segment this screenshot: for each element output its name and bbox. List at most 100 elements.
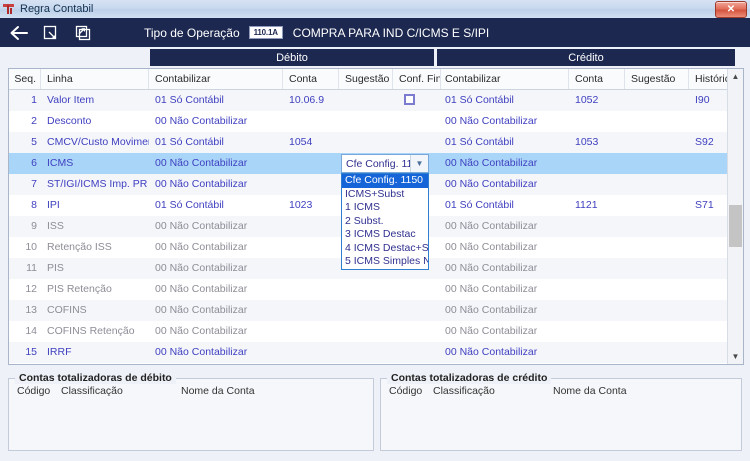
cell-seq: 1: [31, 94, 37, 106]
cell-debito-conta: 1023: [289, 199, 313, 211]
cell-linha: Retenção ISS: [47, 241, 112, 253]
cell-debito-conta: [285, 111, 339, 132]
cell-debito-conta: 1054: [289, 136, 313, 148]
dropdown-option[interactable]: 2 Subst.: [345, 214, 384, 227]
cell-seq: 16: [9, 363, 41, 364]
cell-credito-contabilizar: 00 Não Contabilizar: [445, 157, 538, 169]
cell-credito-sugestao: [627, 363, 689, 364]
table-row[interactable]: 15 IRRF 00 Não Contabilizar 00 Não Contabil…: [9, 342, 743, 363]
copy-icon[interactable]: [38, 22, 64, 44]
col-header-credito-sugestao[interactable]: Sugestão: [627, 69, 689, 89]
debit-col-nome-conta: Nome da Conta: [181, 385, 255, 397]
cell-credito-contabilizar: 00 Não Contabilizar: [445, 115, 538, 127]
cell-credito-conta: [571, 342, 625, 363]
table-row[interactable]: 14 COFINS Retenção 00 Não Contabilizar 00 N…: [9, 321, 743, 342]
operation-type-label: Tipo de Operação: [144, 25, 240, 40]
cell-debito-sugestao: [341, 342, 393, 363]
cell-seq: 7: [31, 178, 37, 190]
chevron-up-icon[interactable]: ▲: [731, 72, 740, 81]
dropdown-option[interactable]: 3 ICMS Destac: [345, 228, 416, 240]
table-row[interactable]: 13 COFINS 00 Não Contabilizar 00 Não Contab…: [9, 300, 743, 321]
cell-credito-conta: 1053: [575, 136, 599, 148]
table-row[interactable]: 2 Desconto 00 Não Contabilizar 00 Não Conta…: [9, 111, 743, 132]
cell-debito-sugestao: [341, 321, 393, 342]
dropdown-option[interactable]: 4 ICMS Destac+St: [345, 241, 428, 254]
col-header-debito-sugestao[interactable]: Sugestão: [341, 69, 393, 89]
cell-credito-contabilizar: 00 Não Contabilizar: [445, 241, 538, 253]
col-header-credito-contabilizar[interactable]: Contabilizar: [441, 69, 569, 89]
credit-totalizers-legend: Contas totalizadoras de crédito: [387, 372, 552, 384]
credit-col-codigo: Código: [389, 385, 423, 397]
cell-credito-conta: 1052: [575, 94, 599, 106]
grid-vertical-scrollbar[interactable]: ▲ ▼: [727, 69, 743, 364]
cell-debito-conta: [285, 342, 339, 363]
conf-fin-checkbox[interactable]: [404, 94, 415, 105]
dropdown-option[interactable]: 5 ICMS Simples Nacion: [345, 255, 428, 267]
cell-debito-conta: [285, 237, 339, 258]
cell-credito-sugestao: [627, 342, 689, 363]
dropdown-option[interactable]: ICMS+Subst: [345, 187, 405, 200]
cell-credito-sugestao: [627, 216, 689, 237]
cell-linha: COFINS Retenção: [47, 325, 135, 337]
cell-linha: ICMS: [47, 157, 74, 169]
cell-credito-contabilizar: 00 Não Contabilizar: [445, 283, 538, 295]
cell-debito-contabilizar: 00 Não Contabilizar: [155, 304, 248, 316]
cell-credito-contabilizar: 00 Não Contabilizar: [445, 304, 538, 316]
sugestao-dropdown-list[interactable]: Cfe Config. 1150 ICMS+Subst 1 ICMS 2 Subst.…: [341, 173, 429, 270]
band-credito: Crédito: [437, 49, 735, 66]
col-header-debito-contabilizar[interactable]: Contabilizar: [151, 69, 283, 89]
close-button[interactable]: ✕: [715, 1, 747, 18]
col-header-linha[interactable]: Linha: [43, 69, 149, 89]
cell-seq: 6: [31, 157, 37, 169]
table-row[interactable]: 1 Valor Item 01 Só Contábil 10.06.9 01 Só Co…: [9, 90, 743, 111]
col-header-credito-conta[interactable]: Conta: [571, 69, 625, 89]
title-bar: Regra Contabil ✕: [0, 0, 750, 19]
cell-linha: IPI: [47, 199, 60, 211]
col-header-debito-conta[interactable]: Conta: [285, 69, 339, 89]
back-arrow-icon[interactable]: [6, 22, 32, 44]
cell-credito-conta: [571, 111, 625, 132]
table-row[interactable]: 5 CMCV/Custo Movimento 01 Só Contábil 1054 0…: [9, 132, 743, 153]
cell-credito-conta: [571, 258, 625, 279]
cell-linha: COFINS: [47, 304, 87, 316]
cell-linha: CMCV/Custo Movimento: [47, 136, 149, 148]
debit-totalizers-legend: Contas totalizadoras de débito: [15, 372, 176, 384]
cell-seq: 11: [26, 262, 37, 274]
cell-debito-contabilizar: 00 Não Contabilizar: [155, 346, 248, 358]
table-row[interactable]: 6 ICMS 00 Não Contabilizar 00 Não Contabili…: [9, 153, 743, 270]
duplicate-icon[interactable]: [70, 22, 96, 44]
cell-debito-sugestao: [341, 111, 393, 132]
sugestao-combobox[interactable]: Cfe Config. 1150▼: [341, 154, 429, 173]
band-debito: Débito: [150, 49, 434, 66]
chevron-down-icon[interactable]: ▼: [410, 155, 428, 172]
col-header-seq[interactable]: Seq.: [9, 69, 41, 89]
cell-seq: 12: [25, 283, 37, 295]
col-header-conf-fin[interactable]: Conf. Fin: [395, 69, 441, 89]
debit-col-classificacao: Classificação: [61, 385, 123, 397]
cell-historico: I90: [695, 94, 710, 106]
cell-credito-sugestao: [627, 279, 689, 300]
cell-debito-contabilizar: 00 Não Contabilizar: [155, 262, 248, 274]
operation-code-field[interactable]: 110.1A: [248, 26, 283, 39]
cell-linha: ST/IGI/ICMS Imp. PR: [47, 178, 148, 190]
scrollbar-thumb[interactable]: [729, 205, 742, 247]
cell-seq: 13: [25, 304, 37, 316]
table-row[interactable]: 12 PIS Retenção 00 Não Contabilizar 00 Não …: [9, 279, 743, 300]
cell-credito-conta: [571, 237, 625, 258]
debit-col-codigo: Código: [17, 385, 51, 397]
chevron-down-icon[interactable]: ▼: [731, 352, 740, 361]
cell-credito-contabilizar: 01 Só Contábil: [445, 199, 514, 211]
cell-credito-contabilizar: 00 Não Contabilizar: [445, 325, 538, 337]
cell-debito-sugestao: [341, 90, 393, 111]
cell-seq: 10: [25, 241, 37, 253]
cell-seq: 8: [31, 199, 37, 211]
cell-seq: 15: [25, 346, 37, 358]
cell-credito-sugestao: [627, 300, 689, 321]
debit-totalizers-panel: Contas totalizadoras de débito Código Cl…: [8, 372, 374, 451]
credit-totalizers-headers: Código Classificação Nome da Conta: [381, 385, 741, 399]
cell-credito-sugestao: [627, 111, 689, 132]
dropdown-option[interactable]: 1 ICMS: [345, 201, 381, 213]
dropdown-option[interactable]: Cfe Config. 1150: [342, 174, 428, 188]
